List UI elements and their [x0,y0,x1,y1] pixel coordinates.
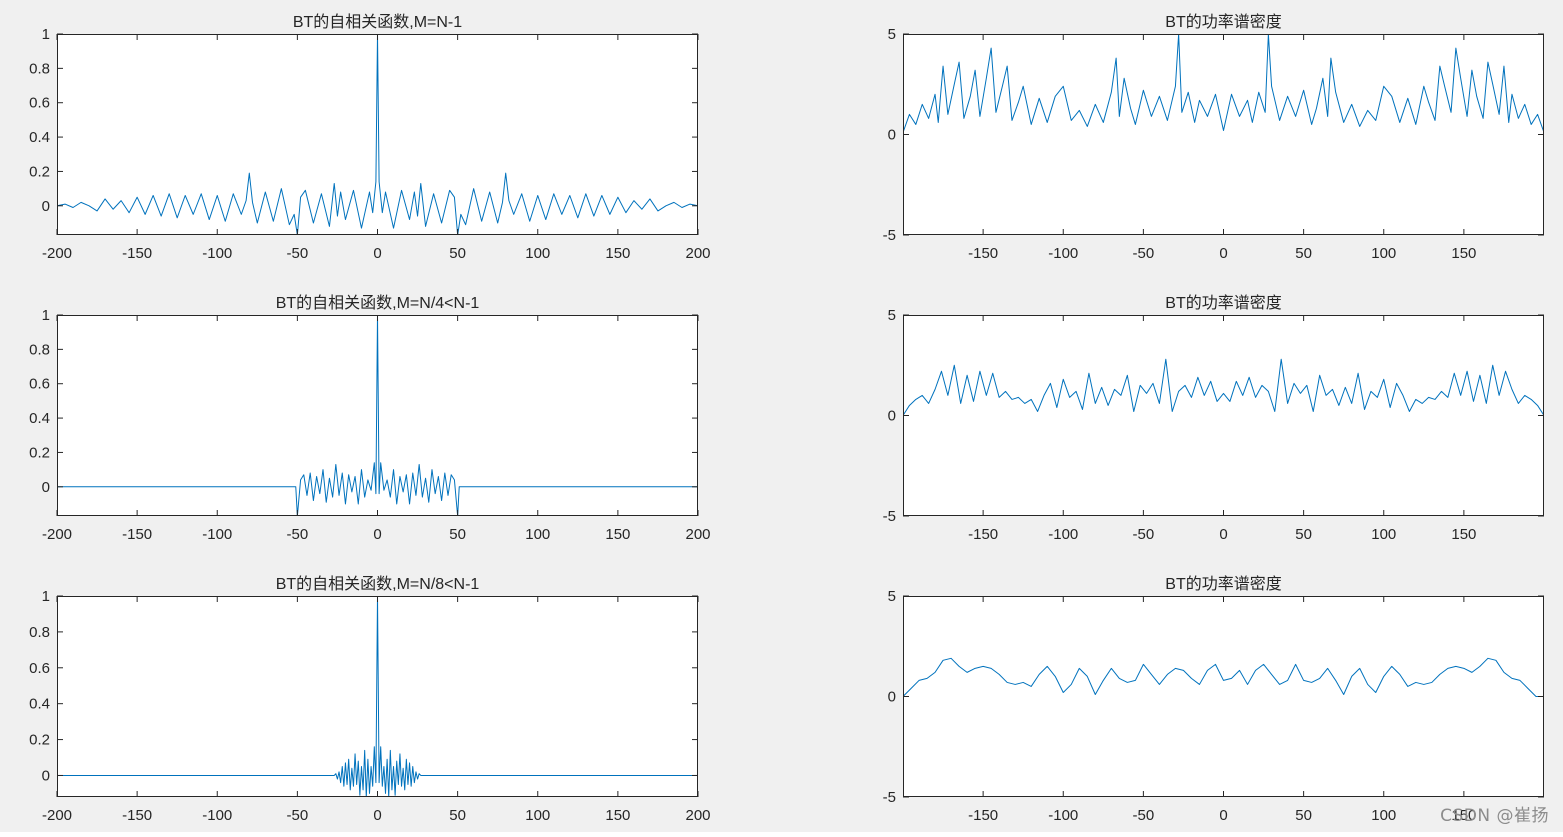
x-tick-label: -150 [122,245,152,262]
x-tick-label: 200 [685,245,710,262]
y-tick-label: 0.2 [29,732,50,749]
watermark: CSDN @崔扬 [1440,806,1549,826]
chart-title: BT的自相关函数,M=N-1 [293,13,462,31]
y-tick-label: 0 [888,689,896,706]
x-tick-label: -100 [202,526,232,543]
y-tick-label: 1 [42,307,50,324]
y-tick-label: 1 [42,588,50,605]
y-tick-label: 0 [42,198,50,215]
x-tick-label: 150 [1451,245,1476,262]
x-tick-label: 150 [605,807,630,824]
x-tick-label: 50 [449,807,466,824]
series-line-autocorr [57,34,698,235]
chart-title: BT的功率谱密度 [1165,294,1281,312]
x-tick-label: -100 [202,807,232,824]
y-tick-label: 5 [888,588,896,605]
x-tick-label: 100 [525,245,550,262]
x-tick-label: 150 [605,245,630,262]
subplot-5: -200 -150 -100 -50 0 50 100 150 200 0 0.2 0.4 0.6 0.8… [29,575,710,824]
y-tick-label: 0.2 [29,163,50,180]
x-tick-label: -200 [42,526,72,543]
y-tick-label: 5 [888,307,896,324]
y-tick-label: 0.6 [29,660,50,677]
plot-area [903,315,1544,516]
x-tick-label: -50 [287,245,309,262]
x-tick-label: 0 [1219,245,1227,262]
y-tick-label: 0.4 [29,129,50,146]
series-line-autocorr [57,315,698,516]
x-tick-label: 100 [1371,526,1396,543]
x-tick-label: 150 [1451,807,1476,824]
y-tick-label: 0.6 [29,95,50,112]
x-tick-label: 100 [525,526,550,543]
chart-title: BT的功率谱密度 [1165,13,1281,31]
x-tick-label: 100 [525,807,550,824]
y-tick-label: 0 [888,408,896,425]
x-tick-label: 200 [685,526,710,543]
y-tick-label: 1 [42,26,50,43]
y-tick-label: -5 [883,789,896,806]
x-tick-label: 150 [1451,526,1476,543]
x-tick-label: 200 [685,807,710,824]
x-tick-label: 50 [1295,807,1312,824]
x-tick-label: -50 [287,807,309,824]
x-tick-label: 0 [1219,807,1227,824]
x-tick-label: -50 [1133,807,1155,824]
x-tick-label: 100 [1371,245,1396,262]
y-tick-label: 0.4 [29,410,50,427]
x-tick-label: -100 [1048,526,1078,543]
chart-title: BT的功率谱密度 [1165,575,1281,593]
x-tick-label: -150 [968,526,998,543]
x-tick-label: 100 [1371,807,1396,824]
y-tick-label: 0.6 [29,376,50,393]
y-tick-label: 0.8 [29,624,50,641]
x-tick-label: -150 [122,807,152,824]
x-tick-label: -100 [1048,245,1078,262]
y-tick-label: 0.8 [29,341,50,358]
x-tick-label: -50 [1133,245,1155,262]
x-tick-label: -200 [42,245,72,262]
x-tick-label: 50 [449,526,466,543]
x-tick-label: 50 [1295,526,1312,543]
y-tick-label: 0 [888,127,896,144]
x-tick-label: -100 [202,245,232,262]
x-tick-label: 0 [373,245,381,262]
plot-area [903,596,1544,797]
series-line-psd [903,358,1544,416]
x-tick-label: 150 [605,526,630,543]
series-line-psd [903,657,1544,697]
y-tick-label: 0.2 [29,444,50,461]
y-tick-label: -5 [883,508,896,525]
y-tick-label: -5 [883,227,896,244]
x-tick-label: -50 [1133,526,1155,543]
series-line-psd [903,34,1544,133]
x-tick-label: -150 [122,526,152,543]
x-tick-label: -200 [42,807,72,824]
series-line-autocorr [57,596,698,797]
y-tick-label: 0.8 [29,60,50,77]
x-tick-label: -150 [968,807,998,824]
x-tick-label: -100 [1048,807,1078,824]
x-tick-label: 50 [1295,245,1312,262]
y-tick-label: 5 [888,26,896,43]
x-tick-label: 0 [373,526,381,543]
subplot-1: -200 -150 -100 -50 0 50 100 150 200 0 0.2 0.4 0.6 0.8… [29,13,710,262]
x-tick-label: 0 [1219,526,1227,543]
x-tick-label: 50 [449,245,466,262]
y-tick-label: 0 [42,767,50,784]
y-tick-label: 0 [42,479,50,496]
chart-title: BT的自相关函数,M=N/8<N-1 [276,575,480,593]
x-tick-label: -50 [287,526,309,543]
subplot-3: -200 -150 -100 -50 0 50 100 150 200 0 0.2 0.4 0.6 0.8… [29,294,710,543]
y-tick-label: 0.4 [29,696,50,713]
x-tick-label: -150 [968,245,998,262]
x-tick-label: 0 [373,807,381,824]
plot-area [903,34,1544,235]
chart-title: BT的自相关函数,M=N/4<N-1 [276,294,480,312]
